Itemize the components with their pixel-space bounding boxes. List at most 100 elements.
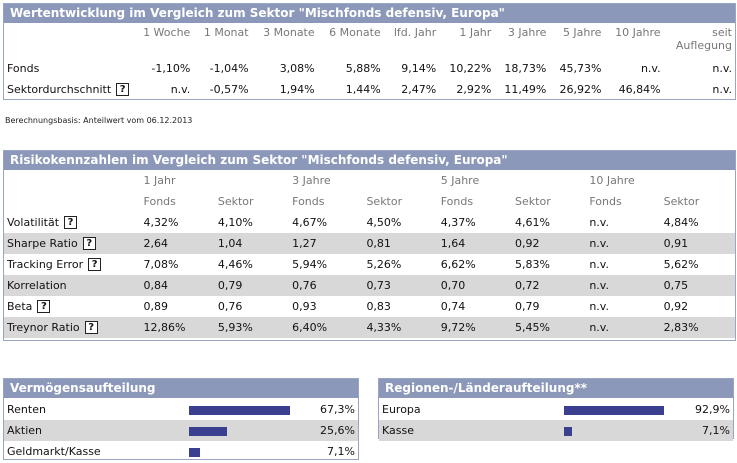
header-spacer (4, 26, 132, 58)
table-row: Beta? 0,89 0,76 0,93 0,83 0,74 0,79 n.v. 0,92 (4, 296, 735, 317)
allocation-bar (564, 405, 664, 415)
list-item: Aktien 25,6% (4, 420, 358, 441)
period-header: 1 Jahr (143, 174, 176, 187)
allocation-label: Geldmarkt/Kasse (7, 445, 101, 458)
sub-header-fonds: Fonds (589, 195, 622, 208)
row-label-text: Sektordurchschnitt (7, 82, 112, 96)
header-spacer (215, 170, 289, 191)
table-cell: 2,83% (660, 317, 735, 338)
sub-header-fonds: Fonds (440, 195, 474, 208)
table-cell: 1,94% (279, 83, 315, 96)
region-allocation-panel: Regionen-/Länderaufteilung** Europa 92,9%… (378, 378, 734, 441)
table-cell: 0,74 (440, 300, 466, 313)
allocation-value: 67,3% (320, 403, 355, 416)
table-cell: 5,45% (512, 317, 587, 338)
table-cell: 1,04 (214, 233, 290, 254)
table-cell: 0,93 (292, 300, 317, 313)
allocation-bar (189, 426, 227, 436)
period-header-row: 1 Jahr 3 Jahre 5 Jahre 10 Jahre (4, 170, 735, 191)
table-cell: 5,94% (292, 258, 328, 271)
header-spacer (4, 191, 141, 212)
row-label-text: Korrelation (7, 279, 67, 292)
table-cell: 4,50% (366, 216, 402, 229)
table-cell: 46,84% (618, 83, 661, 96)
column-header: 6 Monate (318, 26, 384, 58)
column-header-label: 1 Woche (143, 26, 191, 39)
table-cell: 4,84% (663, 216, 699, 229)
column-header: seit Auflegung (664, 26, 735, 58)
sub-header-sektor: Sektor (217, 195, 254, 208)
row-label-text: Tracking Error (7, 257, 84, 271)
table-cell: 0,92 (512, 233, 587, 254)
allocation-bar-cell (186, 441, 302, 462)
row-label-text: Treynor Ratio (7, 320, 80, 334)
row-label-text: Volatilität (7, 215, 60, 229)
table-cell: 0,76 (217, 300, 243, 313)
table-cell: 5,88% (345, 62, 381, 75)
table-cell: n.v. (589, 258, 609, 271)
table-cell: 45,73% (559, 62, 602, 75)
help-icon[interactable]: ? (84, 321, 98, 335)
table-row: Sektordurchschnitt? n.v. -0,57% 1,94% 1,44% 2… (4, 79, 735, 100)
table-cell: 5,62% (663, 258, 699, 271)
table-cell: 7,08% (143, 258, 179, 271)
table-cell: 0,72 (512, 275, 587, 296)
help-icon[interactable]: ? (64, 216, 78, 230)
column-header: 1 Monat (193, 26, 251, 58)
list-item: Renten 67,3% (4, 399, 358, 420)
table-cell: n.v. (712, 83, 732, 96)
column-header: 1 Woche (132, 26, 193, 58)
list-item: Geldmarkt/Kasse 7,1% (4, 441, 358, 462)
column-header: lfd. Jahr (384, 26, 440, 58)
header-spacer (4, 170, 141, 191)
help-icon[interactable]: ? (37, 300, 51, 314)
list-item: Europa 92,9% (379, 399, 733, 420)
header-spacer (363, 170, 437, 191)
table-cell: 4,10% (217, 216, 253, 229)
risk-table: 1 Jahr 3 Jahre 5 Jahre 10 Jahre Fonds Sektor F… (4, 170, 735, 338)
table-cell: 0,91 (660, 233, 735, 254)
table-cell: n.v. (712, 62, 732, 75)
row-label-text: Beta (7, 299, 33, 313)
performance-panel: Wertentwicklung im Vergleich zum Sektor … (3, 3, 736, 100)
column-header-label: 1 Monat (203, 26, 249, 39)
table-row: Korrelation 0,84 0,79 0,76 0,73 0,70 0,72 n.v. 0… (4, 275, 735, 296)
header-spacer (661, 170, 735, 191)
performance-table: 1 Woche 1 Monat 3 Monate 6 Monate lfd. Jahr 1… (4, 26, 735, 100)
allocation-label: Europa (382, 403, 421, 416)
column-header: 3 Monate (252, 26, 318, 58)
table-cell: 2,92% (456, 83, 492, 96)
table-cell: n.v. (586, 275, 661, 296)
asset-allocation-title: Vermögensaufteilung (4, 379, 358, 398)
table-cell: 5,93% (214, 317, 290, 338)
table-cell: n.v. (589, 216, 609, 229)
table-cell: 0,84 (140, 275, 215, 296)
allocation-label: Kasse (379, 420, 561, 441)
allocation-value: 7,1% (327, 445, 355, 458)
sub-header-sektor: Sektor (366, 195, 403, 208)
table-cell: n.v. (640, 62, 661, 75)
table-cell: 4,61% (515, 216, 550, 229)
table-cell: 0,89 (143, 300, 169, 313)
help-icon[interactable]: ? (82, 237, 96, 251)
help-icon[interactable]: ? (88, 258, 102, 272)
performance-title: Wertentwicklung im Vergleich zum Sektor … (4, 4, 735, 23)
asset-allocation-table: Renten 67,3% Aktien 25,6% Geldmarkt/Kasse 7,1… (4, 399, 358, 462)
table-cell: 0,81 (363, 233, 438, 254)
allocation-bar-cell (561, 399, 677, 420)
row-label: Volatilität? (4, 212, 141, 233)
sub-header-fonds: Fonds (143, 195, 176, 208)
table-cell: 4,67% (292, 216, 328, 229)
column-header-label-line2: Auflegung (675, 39, 732, 52)
table-cell: 5,83% (515, 258, 550, 271)
table-cell: 0,92 (663, 300, 689, 313)
risk-panel: Risikokennzahlen im Vergleich zum Sektor… (3, 150, 736, 341)
table-cell: 2,64 (140, 233, 215, 254)
header-spacer (512, 170, 586, 191)
help-icon[interactable]: ? (116, 83, 130, 97)
row-label: Tracking Error? (4, 254, 141, 275)
table-cell: 6,62% (440, 258, 476, 271)
row-label-text: Sharpe Ratio (7, 236, 78, 250)
region-allocation-table: Europa 92,9% Kasse 7,1% (379, 399, 733, 441)
column-header: 10 Jahre (604, 26, 663, 58)
